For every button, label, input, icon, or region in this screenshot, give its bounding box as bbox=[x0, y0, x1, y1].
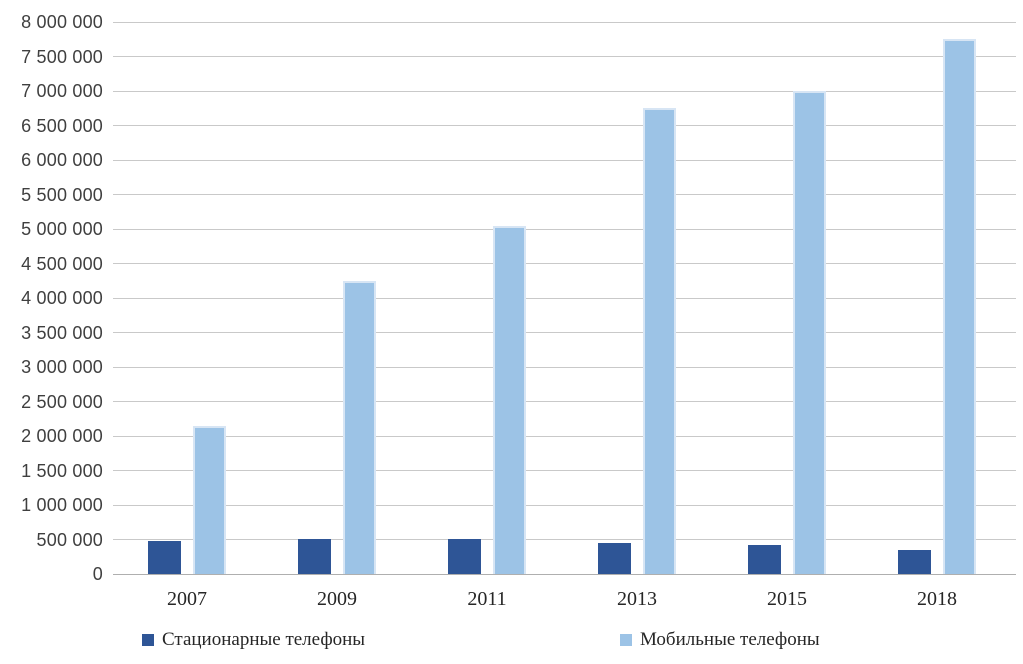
y-axis-tick-label: 5 500 000 bbox=[21, 184, 103, 205]
legend-swatch-icon bbox=[142, 634, 154, 646]
bar bbox=[148, 541, 181, 574]
y-axis-tick-label: 8 000 000 bbox=[21, 12, 103, 32]
legend-label: Стационарные телефоны bbox=[162, 629, 366, 650]
y-axis-tick-label: 1 500 000 bbox=[21, 460, 103, 481]
y-axis-tick-label: 500 000 bbox=[36, 529, 103, 550]
gridline bbox=[113, 263, 1016, 264]
bar bbox=[643, 108, 676, 574]
x-axis-tick-label: 2015 bbox=[767, 588, 807, 610]
y-axis-tick-label: 5 000 000 bbox=[21, 219, 103, 239]
bar bbox=[298, 539, 331, 574]
gridline bbox=[113, 401, 1016, 402]
gridline bbox=[113, 90, 1016, 92]
x-axis-tick-label: 2011 bbox=[467, 588, 507, 610]
gridline bbox=[113, 539, 1016, 540]
bar bbox=[493, 226, 526, 574]
y-axis-tick-label: 3 000 000 bbox=[21, 357, 103, 377]
legend-label: Мобильные телефоны bbox=[640, 629, 820, 650]
y-axis-tick-label: 3 500 000 bbox=[21, 322, 103, 343]
gridline bbox=[113, 366, 1016, 368]
gridline bbox=[113, 435, 1016, 437]
gridline bbox=[113, 21, 1016, 23]
y-axis-tick-label: 4 000 000 bbox=[21, 288, 103, 308]
bar bbox=[193, 426, 226, 574]
bar bbox=[448, 539, 481, 574]
legend-item: Стационарные телефоны bbox=[142, 629, 365, 651]
gridline bbox=[113, 297, 1016, 299]
gridline bbox=[113, 228, 1016, 230]
bar bbox=[343, 281, 376, 574]
gridline bbox=[113, 504, 1016, 506]
gridline bbox=[113, 159, 1016, 161]
legend-swatch-icon bbox=[620, 634, 632, 646]
legend-item: Мобильные телефоны bbox=[620, 629, 820, 651]
y-axis-tick-label: 2 500 000 bbox=[21, 391, 103, 412]
gridline bbox=[113, 332, 1016, 333]
x-axis-line bbox=[113, 573, 1016, 575]
y-axis-tick-label: 6 500 000 bbox=[21, 115, 103, 136]
bar bbox=[898, 550, 931, 574]
bar bbox=[748, 545, 781, 574]
bar bbox=[598, 543, 631, 574]
x-axis-tick-label: 2009 bbox=[317, 588, 357, 610]
y-axis-tick-label: 4 500 000 bbox=[21, 253, 103, 274]
bar bbox=[943, 39, 976, 574]
bar bbox=[793, 91, 826, 574]
x-axis-tick-label: 2007 bbox=[167, 588, 207, 610]
gridline bbox=[113, 194, 1016, 195]
y-axis-tick-label: 2 000 000 bbox=[21, 426, 103, 446]
gridline bbox=[113, 56, 1016, 57]
x-axis-tick-label: 2018 bbox=[917, 588, 957, 610]
gridline bbox=[113, 125, 1016, 126]
y-axis-tick-label: 7 000 000 bbox=[21, 81, 103, 101]
gridline bbox=[113, 470, 1016, 471]
y-axis-tick-label: 0 bbox=[92, 564, 103, 584]
y-axis-tick-label: 7 500 000 bbox=[21, 46, 103, 67]
x-axis-tick-label: 2013 bbox=[617, 588, 657, 610]
y-axis-tick-label: 6 000 000 bbox=[21, 150, 103, 170]
y-axis-tick-label: 1 000 000 bbox=[21, 495, 103, 515]
